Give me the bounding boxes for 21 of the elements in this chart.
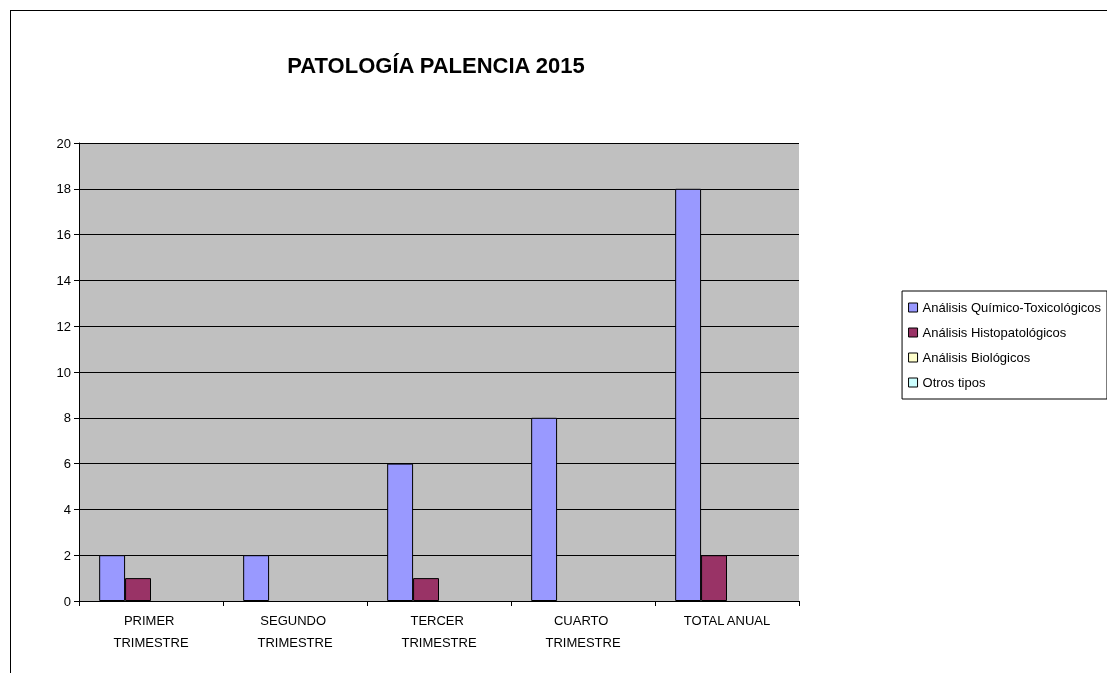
- chart-title: PATOLOGÍA PALENCIA 2015: [287, 52, 585, 78]
- y-tick-label: 14: [56, 272, 71, 288]
- x-tick-label: CUARTO TRIMESTRE: [545, 612, 621, 650]
- y-tick-label: 12: [56, 318, 71, 334]
- y-tick-label: 0: [63, 593, 71, 609]
- x-tick-label: TOTAL ANUAL: [683, 612, 771, 628]
- y-tick-label: 6: [63, 456, 71, 472]
- y-tick-label: 8: [63, 410, 71, 426]
- y-tick-label: 4: [63, 501, 71, 517]
- x-tick-label: TERCER TRIMESTRE: [401, 612, 477, 650]
- legend-label: Otros tipos: [922, 375, 986, 390]
- y-tick-label: 16: [56, 227, 71, 243]
- x-tick-label: PRIMER TRIMESTRE: [113, 612, 189, 650]
- legend-label: Análisis Biológicos: [922, 350, 1031, 365]
- legend-label: Análisis Histopatológicos: [922, 325, 1067, 340]
- y-tick-label: 18: [56, 181, 71, 197]
- y-tick-label: 2: [63, 547, 71, 563]
- legend-label: Análisis Químico-Toxicológicos: [922, 300, 1102, 315]
- y-tick-label: 10: [56, 364, 71, 380]
- y-tick-label: 20: [56, 135, 71, 151]
- x-tick-label: SEGUNDO TRIMESTRE: [257, 612, 333, 650]
